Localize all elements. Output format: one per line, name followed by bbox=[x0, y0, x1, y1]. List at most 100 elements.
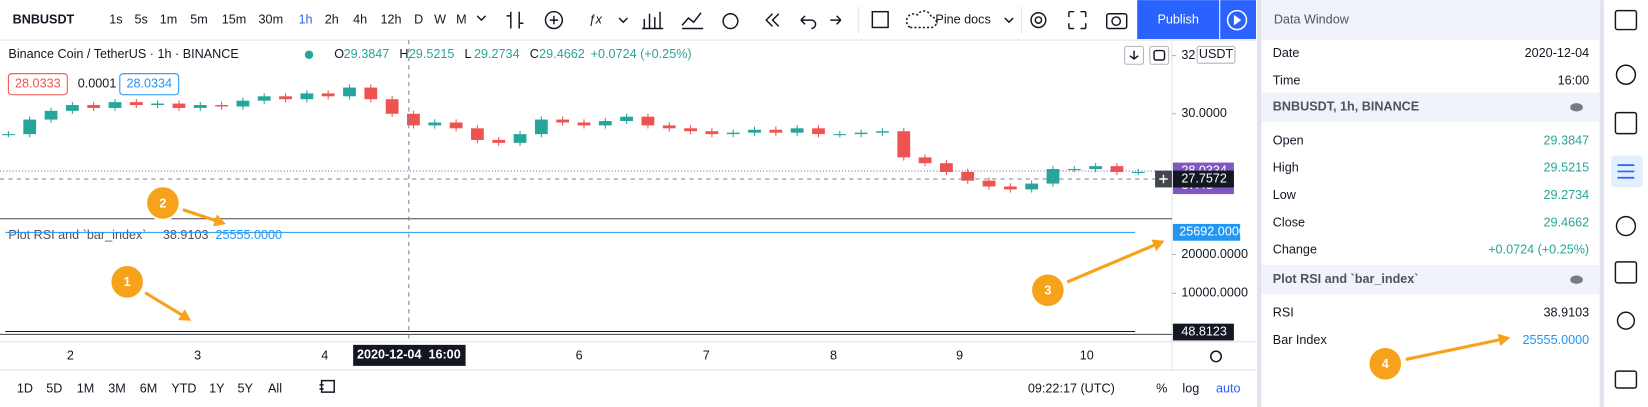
candle-body bbox=[1110, 166, 1124, 172]
goto-date-button[interactable] bbox=[319, 379, 335, 393]
rsi-box bbox=[1172, 323, 1234, 341]
interval-button[interactable]: 5m bbox=[190, 12, 208, 26]
candle-body bbox=[726, 132, 740, 135]
candle-body bbox=[641, 116, 655, 126]
candle-body bbox=[1003, 186, 1017, 190]
bid-price[interactable]: 28.0333 bbox=[15, 77, 61, 91]
indicators-icon[interactable]: ƒx bbox=[589, 12, 603, 26]
interval-dropdown[interactable] bbox=[476, 15, 487, 22]
range-button[interactable]: All bbox=[268, 381, 282, 395]
range-button[interactable]: 1Y bbox=[209, 381, 225, 395]
fullscreen-button[interactable] bbox=[1068, 10, 1087, 30]
range-button[interactable]: 1D bbox=[17, 381, 33, 395]
compare-button[interactable] bbox=[544, 10, 564, 30]
range-button[interactable]: 5Y bbox=[238, 381, 254, 395]
calendar-icon[interactable] bbox=[1614, 261, 1638, 284]
clock: 09:22:17 (UTC) bbox=[1028, 381, 1115, 395]
auto-toggle[interactable]: auto bbox=[1216, 381, 1241, 395]
symbol-search[interactable]: BNBUSDT bbox=[13, 12, 75, 26]
candle-body bbox=[236, 100, 250, 107]
buy-button[interactable] bbox=[119, 73, 180, 96]
indicator-bar-index: 25555.0000 bbox=[215, 228, 282, 242]
chart-settings[interactable] bbox=[1210, 350, 1223, 363]
pine-dropdown[interactable] bbox=[1004, 17, 1014, 24]
ohlc-change: +0.0724 (+0.25%) bbox=[591, 47, 692, 61]
layout-button[interactable] bbox=[871, 10, 889, 29]
templates-button[interactable] bbox=[681, 12, 704, 30]
pine-docs[interactable]: Pine docs bbox=[935, 12, 990, 26]
candle-body bbox=[812, 128, 825, 135]
data-row-label: Date bbox=[1273, 46, 1300, 60]
candle-body bbox=[492, 139, 506, 143]
interval-button[interactable]: 1h bbox=[298, 12, 312, 26]
publish-button[interactable] bbox=[1137, 0, 1220, 40]
section-header bbox=[1261, 264, 1600, 295]
interval-button[interactable]: 12h bbox=[380, 12, 401, 26]
undo-button[interactable] bbox=[800, 15, 817, 30]
candle-body bbox=[2, 134, 15, 136]
interval-button[interactable]: 15m bbox=[222, 12, 247, 26]
alerts-icon[interactable] bbox=[1615, 64, 1637, 85]
range-button[interactable]: 1M bbox=[77, 381, 95, 395]
range-button[interactable]: 5D bbox=[46, 381, 62, 395]
data-row-label: Low bbox=[1273, 188, 1297, 202]
data-row-label: RSI bbox=[1273, 306, 1294, 320]
percent-toggle[interactable]: % bbox=[1156, 381, 1167, 395]
annotation-arrowhead bbox=[1497, 333, 1511, 347]
candle-body bbox=[449, 122, 463, 129]
interval-button[interactable]: 1s bbox=[109, 12, 122, 26]
interval-button[interactable]: 2h bbox=[325, 12, 339, 26]
bar-style-button[interactable] bbox=[506, 11, 524, 29]
alert-button[interactable] bbox=[722, 13, 739, 30]
snapshot-button[interactable] bbox=[1105, 13, 1128, 30]
range-button[interactable]: YTD bbox=[171, 381, 196, 395]
data-row-value: 16:00 bbox=[1558, 73, 1590, 87]
crosshair-time-box bbox=[353, 344, 466, 366]
ideas-icon[interactable] bbox=[1616, 311, 1636, 330]
time-tick-label: 8 bbox=[830, 349, 837, 363]
market-open-dot bbox=[304, 50, 314, 59]
currency-box[interactable] bbox=[1196, 45, 1236, 64]
settings-button[interactable] bbox=[1030, 12, 1047, 29]
currency[interactable]: USDT bbox=[1199, 47, 1234, 61]
time-tick-label: 10 bbox=[1080, 349, 1094, 363]
range-button[interactable]: 6M bbox=[140, 381, 158, 395]
maximize-button[interactable] bbox=[1149, 45, 1170, 65]
replay-button[interactable] bbox=[765, 13, 780, 27]
publish-label[interactable]: Publish bbox=[1158, 12, 1199, 26]
stream-circle bbox=[1226, 9, 1248, 31]
interval-button[interactable]: 30m bbox=[259, 12, 284, 26]
candle-body bbox=[108, 102, 122, 108]
candle-body bbox=[534, 119, 548, 135]
candle-body bbox=[897, 131, 911, 158]
time-tick-label: 4 bbox=[321, 349, 328, 363]
chat-icon[interactable] bbox=[1614, 370, 1638, 389]
interval-button[interactable]: D bbox=[414, 12, 423, 26]
watchlist-icon[interactable] bbox=[1614, 9, 1638, 31]
annotation-arrow bbox=[182, 208, 219, 223]
sell-button[interactable] bbox=[7, 73, 68, 96]
interval-button[interactable]: 1m bbox=[160, 12, 178, 26]
hotlist-icon[interactable] bbox=[1615, 215, 1637, 237]
data-row-value: 29.5215 bbox=[1544, 161, 1590, 175]
log-toggle[interactable]: log bbox=[1182, 381, 1199, 395]
interval-button[interactable]: M bbox=[456, 12, 467, 26]
candle-body bbox=[321, 93, 335, 97]
candle-body bbox=[556, 119, 570, 123]
interval-button[interactable]: 5s bbox=[135, 12, 148, 26]
range-button[interactable]: 3M bbox=[108, 381, 126, 395]
news-icon[interactable] bbox=[1614, 111, 1638, 135]
visibility-toggle[interactable] bbox=[1570, 103, 1583, 112]
visibility-toggle[interactable] bbox=[1570, 275, 1583, 284]
candle-body bbox=[151, 103, 165, 106]
interval-button[interactable]: 4h bbox=[353, 12, 367, 26]
candle-body bbox=[385, 99, 399, 114]
interval-button[interactable]: W bbox=[434, 12, 446, 26]
financials-button[interactable] bbox=[642, 11, 664, 30]
ask-price[interactable]: 28.0334 bbox=[126, 77, 172, 91]
redo-button[interactable] bbox=[830, 15, 842, 25]
candle-body bbox=[684, 128, 697, 132]
data-row-value: +0.0724 (+0.25%) bbox=[1488, 243, 1589, 257]
ohlc-key: L bbox=[465, 47, 472, 61]
